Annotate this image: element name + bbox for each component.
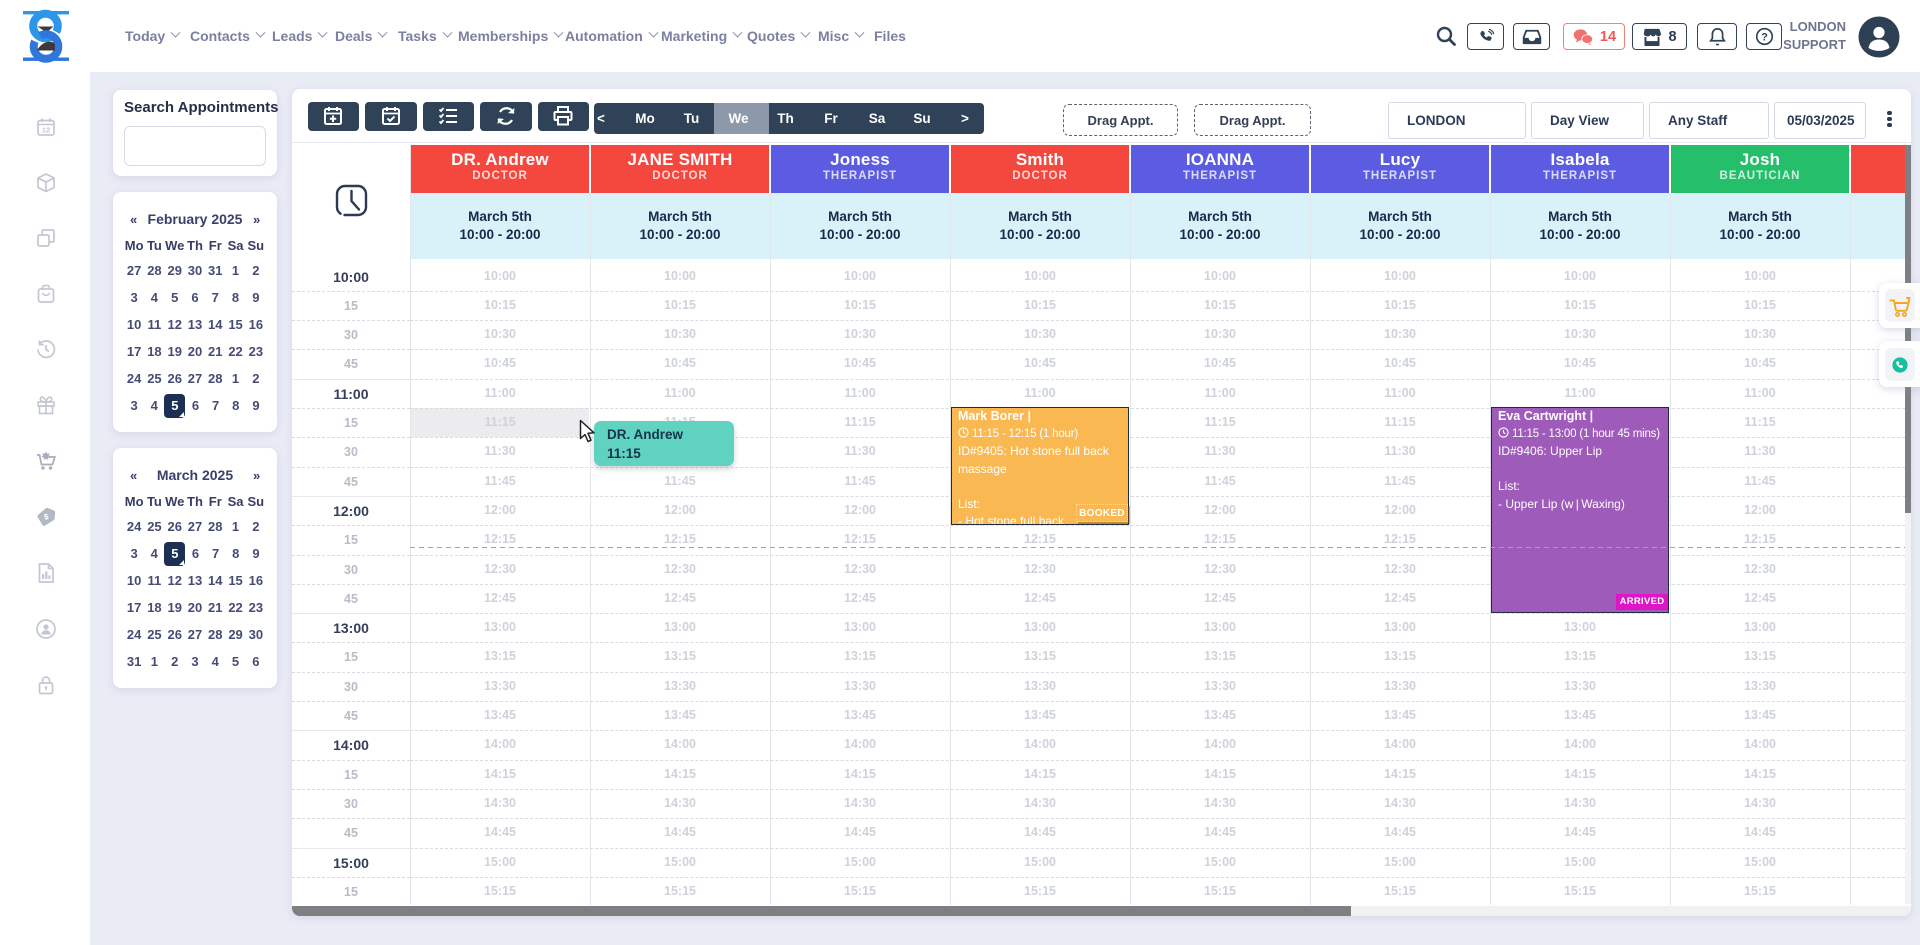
svg-text:?: ? [1761,31,1768,43]
svg-text:12: 12 [42,126,50,135]
svg-text:$: $ [43,512,50,522]
